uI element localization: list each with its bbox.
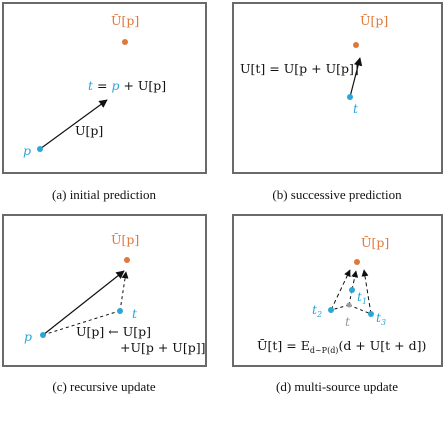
panel-d-center-t-label: t <box>345 314 351 329</box>
panel-d-t1-point <box>349 287 355 293</box>
panel-a-p-label: p <box>23 143 31 158</box>
panel-c-p-point <box>40 332 46 338</box>
panel-b-arrow <box>349 57 363 98</box>
panel-d-arrow-t2 <box>330 269 351 311</box>
panel-c-target-point <box>124 257 130 263</box>
panel-a-equation: t = p + U[p] <box>88 78 166 93</box>
panel-b-u-bar-label: Ū[p] <box>360 13 388 28</box>
panel-d-t1-label: t1 <box>357 289 367 306</box>
panel-c-solid-arrow <box>42 270 125 336</box>
panel-d-arrow-t1 <box>351 270 359 291</box>
panel-d-t3-point <box>368 311 374 317</box>
panel-d-u-bar-label: Ū[p] <box>361 235 389 250</box>
panel-a-source-point <box>37 146 43 152</box>
panel-c-t-point <box>117 308 123 314</box>
panel-b-equation: U[t] = U[p + U[p]] <box>240 61 359 76</box>
panel-d-t2-label: t2 <box>312 302 322 319</box>
panel-c-u-bar-label: Ū[p] <box>111 232 139 247</box>
panel-a-arrow <box>39 99 108 150</box>
panel-initial-prediction: Ū[p] t = p + U[p] U[p] p <box>2 2 207 174</box>
panel-b-t-label: t <box>353 101 359 116</box>
caption-b: (b) successive prediction <box>272 187 402 202</box>
panel-d-center-point <box>346 302 352 308</box>
panel-a-target-point <box>122 39 128 45</box>
panel-successive-prediction: Ū[p] U[t] = U[p + U[p]] t <box>232 2 443 174</box>
panel-d-equation: Ū[t] = Ed∼P(d)(d + U[t + d]) <box>257 338 426 355</box>
panel-d-arrow-t3 <box>361 269 372 315</box>
panel-d-target-point <box>354 259 360 265</box>
panel-b-frame <box>232 2 443 174</box>
caption-a: (a) initial prediction <box>52 187 156 202</box>
panel-d-t2-point <box>328 307 334 313</box>
panel-a-u-bar-label: Ū[p] <box>111 13 139 28</box>
panel-d-dashed-t3 <box>348 304 372 315</box>
panel-c-dashed-arrow <box>119 271 129 312</box>
panel-a-frame <box>2 2 207 174</box>
panel-c-frame <box>2 214 207 367</box>
caption-c: (c) recursive update <box>52 379 155 394</box>
panel-multi-source-update: Ū[p] t t1 t2 t3 Ū[t] = Ed∼P(d)(d + U[t +… <box>232 214 443 367</box>
panel-b-t-point <box>347 94 353 100</box>
caption-d: (d) multi-source update <box>276 379 398 394</box>
panel-c-p-label: p <box>24 329 32 344</box>
panel-c-t-label: t <box>132 306 138 321</box>
panel-d-t3-label: t3 <box>376 310 386 327</box>
panel-c-equation-line2: +U[p + U[p]] <box>120 340 205 355</box>
panel-b-target-point <box>353 42 359 48</box>
panel-c-dashed-to-t <box>42 311 117 336</box>
panel-a-arrow-label: U[p] <box>75 123 103 138</box>
panel-d-frame <box>232 214 443 367</box>
panel-recursive-update: Ū[p] t p U[p] ← U[p] +U[p + U[p]] <box>2 214 207 367</box>
panel-c-equation-line1: U[p] ← U[p] <box>76 324 151 339</box>
